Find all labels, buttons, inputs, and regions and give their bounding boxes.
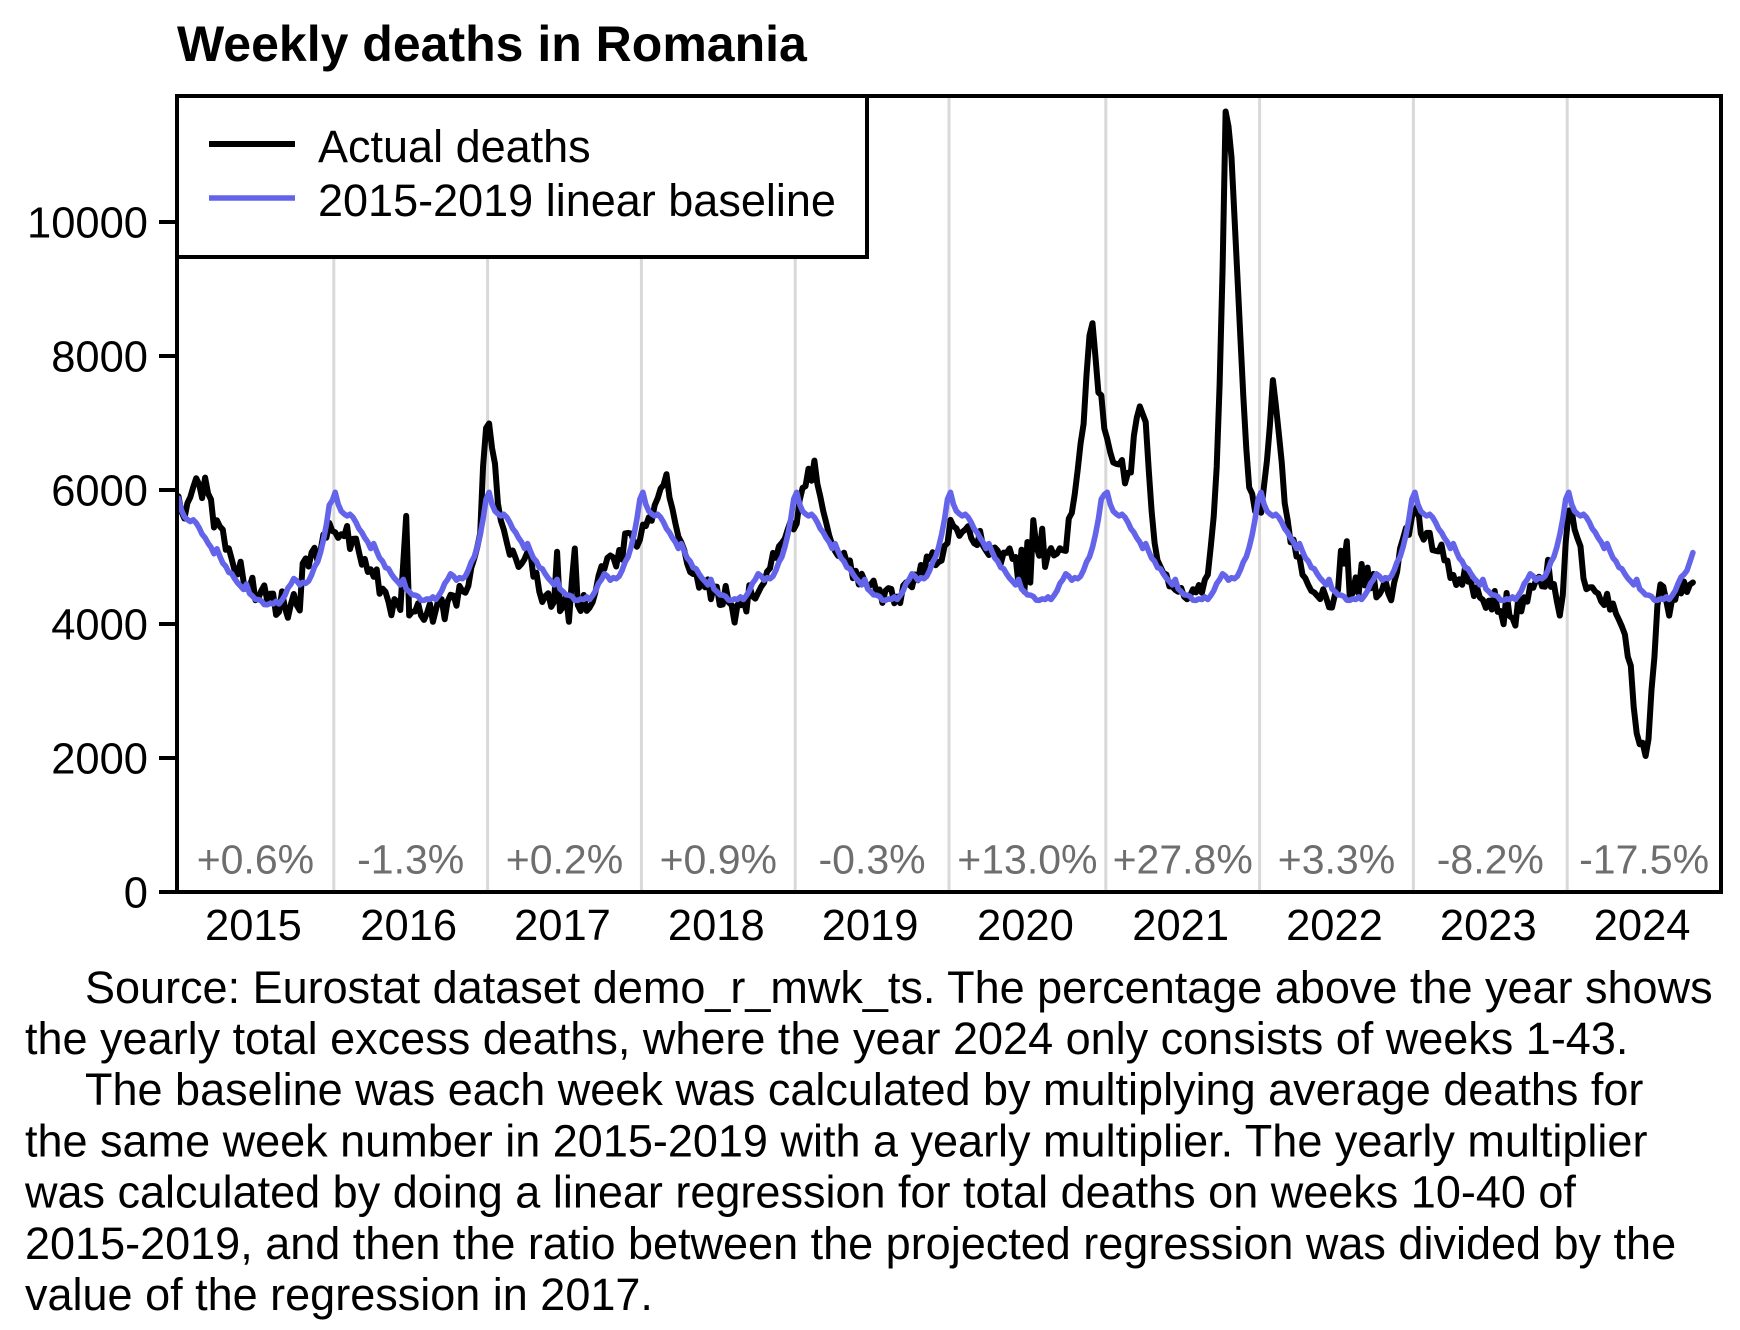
- svg-text:-8.2%: -8.2%: [1437, 837, 1544, 883]
- svg-text:Weekly deaths in Romania: Weekly deaths in Romania: [177, 16, 808, 72]
- svg-text:2017: 2017: [514, 902, 611, 950]
- svg-text:10000: 10000: [27, 200, 148, 248]
- svg-text:Actual deaths: Actual deaths: [318, 121, 591, 172]
- svg-text:the yearly total excess deaths: the yearly total excess deaths, where th…: [25, 1013, 1628, 1064]
- svg-text:+0.2%: +0.2%: [506, 837, 623, 883]
- svg-text:Source: Eurostat dataset demo_: Source: Eurostat dataset demo_r_mwk_ts. …: [85, 962, 1713, 1013]
- svg-text:2000: 2000: [51, 736, 148, 784]
- svg-text:2015-2019 linear baseline: 2015-2019 linear baseline: [318, 175, 836, 226]
- svg-text:the same week number in 2015-2: the same week number in 2015-2019 with a…: [25, 1115, 1647, 1166]
- svg-text:2020: 2020: [977, 902, 1074, 950]
- svg-text:0: 0: [124, 870, 148, 918]
- svg-text:+0.6%: +0.6%: [197, 837, 314, 883]
- svg-text:6000: 6000: [51, 468, 148, 516]
- svg-text:+27.8%: +27.8%: [1113, 837, 1253, 883]
- svg-text:8000: 8000: [51, 334, 148, 382]
- svg-text:value of the regression in 201: value of the regression in 2017.: [25, 1269, 653, 1320]
- svg-text:2015: 2015: [205, 902, 302, 950]
- svg-text:The baseline was each week was: The baseline was each week was calculate…: [85, 1064, 1643, 1115]
- svg-text:+13.0%: +13.0%: [957, 837, 1097, 883]
- svg-text:+3.3%: +3.3%: [1278, 837, 1395, 883]
- svg-text:was calculated by doing a line: was calculated by doing a linear regress…: [24, 1167, 1576, 1218]
- svg-text:2024: 2024: [1594, 902, 1691, 950]
- svg-text:2016: 2016: [360, 902, 457, 950]
- svg-text:2023: 2023: [1440, 902, 1537, 950]
- svg-text:-1.3%: -1.3%: [357, 837, 464, 883]
- svg-text:2015-2019, and then the ratio: 2015-2019, and then the ratio between th…: [25, 1218, 1676, 1269]
- svg-text:+0.9%: +0.9%: [660, 837, 777, 883]
- svg-text:-17.5%: -17.5%: [1579, 837, 1709, 883]
- svg-text:2021: 2021: [1132, 902, 1229, 950]
- svg-text:2019: 2019: [822, 902, 919, 950]
- svg-text:-0.3%: -0.3%: [819, 837, 926, 883]
- svg-text:2022: 2022: [1286, 902, 1383, 950]
- svg-text:4000: 4000: [51, 602, 148, 650]
- svg-text:2018: 2018: [668, 902, 765, 950]
